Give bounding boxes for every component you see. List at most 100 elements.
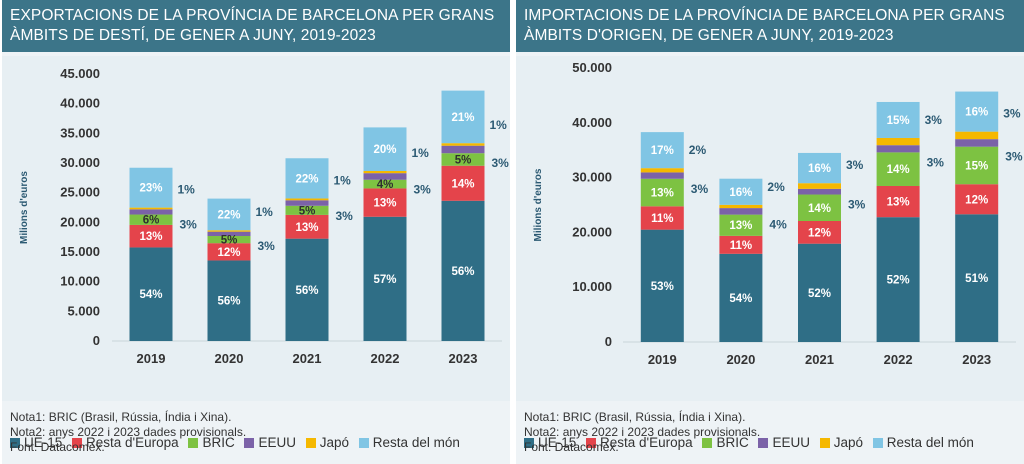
legend-swatch-resta-mon (358, 438, 369, 448)
bar-segment-bric (640, 178, 684, 207)
y-tick-label: 30.000 (60, 155, 100, 170)
x-tick-label: 2021 (293, 351, 322, 366)
data-label: 5% (299, 205, 316, 217)
legend-swatch-japo (819, 438, 830, 448)
bar-segment-ue-15 (441, 200, 485, 341)
exports-notes: Nota1: BRIC (Brasil, Rússia, Índia i Xin… (10, 410, 500, 455)
data-label: 3% (180, 218, 198, 232)
bar-segment-ue-15 (955, 214, 999, 342)
y-axis-label: Milions d'euros (533, 168, 544, 241)
legend-swatch-bric (188, 438, 199, 448)
data-label: 53% (651, 281, 674, 293)
data-label: 6% (143, 215, 160, 227)
imports-notes: Nota1: BRIC (Brasil, Rússia, Índia i Xin… (524, 410, 1014, 455)
data-label: 1% (412, 146, 430, 160)
legend-item: BRIC (188, 435, 235, 450)
y-tick-label: 40.000 (572, 115, 612, 130)
legend-item: Resta d'Europa (586, 435, 693, 450)
bar-segment-resta-d-europa (129, 224, 173, 248)
bar-segment-resta-del-m-n (207, 198, 251, 231)
y-tick-label: 10.000 (572, 279, 612, 294)
data-label: 52% (808, 288, 831, 300)
bar-segment-resta-del-m-n (798, 152, 841, 184)
data-label: 16% (965, 107, 988, 119)
data-label: 13% (887, 197, 910, 209)
exports-plot-area: 45.000 40.000 35.000 30.000 25.000 20.000 15.0… (2, 56, 510, 450)
imports-chart: 50.000 40.000 30.000 20.000 10.000 0 Milions d… (533, 60, 1023, 367)
data-label: 3% (1003, 107, 1021, 121)
data-label: 3% (927, 155, 945, 169)
y-tick-label: 25.000 (60, 185, 100, 200)
source-note: Font: Datacomex. (524, 440, 619, 454)
data-label: 11% (651, 213, 673, 225)
note-2: Nota2: anys 2022 i 2023 dades provisiona… (524, 425, 761, 439)
data-label: 56% (217, 296, 240, 308)
y-tick-label: 30.000 (572, 170, 612, 185)
exports-panel: EXPORTACIONS DE LA PROVÍNCIA DE BARCELON… (2, 0, 510, 464)
bar-segment-resta-d-europa (441, 165, 485, 201)
data-label: 23% (139, 183, 162, 195)
bar-segment-jap (129, 207, 173, 210)
bar-segment-resta-del-m-n (363, 127, 407, 171)
data-label: 3% (492, 156, 510, 170)
legend-item: Japó (305, 435, 349, 450)
bar-segment-ue-15 (207, 260, 251, 341)
y-tick-label: 20.000 (572, 224, 612, 239)
data-label: 3% (336, 209, 354, 223)
legend-label: Resta del món (372, 435, 460, 450)
y-tick-label: 10.000 (60, 274, 100, 289)
y-tick-label: 50.000 (572, 60, 612, 75)
legend-item: UE-15 (524, 435, 576, 450)
bar-segment-bric (876, 152, 920, 186)
note-2: Nota2: anys 2022 i 2023 dades provisiona… (10, 425, 247, 439)
legend-label: UE-15 (24, 435, 63, 450)
exports-chart: 45.000 40.000 35.000 30.000 25.000 20.000 15.0… (19, 66, 510, 366)
legend-item: EEUU (758, 435, 810, 450)
y-tick-label: 0 (605, 334, 612, 349)
data-label: 3% (691, 182, 709, 196)
data-label: 1% (178, 183, 196, 197)
bar-segment-resta-d-europa (955, 184, 999, 215)
legend-label: BRIC (716, 435, 749, 450)
bar-segment-eeuu (129, 209, 173, 215)
bar-segment-bric (363, 179, 407, 189)
bar-segment-jap (876, 137, 920, 146)
legend-label: EEUU (258, 435, 296, 450)
bar-segment-bric (285, 205, 329, 215)
bar-segment-resta-d-europa (719, 235, 763, 254)
x-tick-label: 2022 (371, 351, 400, 366)
data-label: 16% (808, 163, 831, 175)
data-label: 3% (258, 239, 276, 253)
bar-segment-bric (798, 194, 841, 222)
bar-segment-resta-d-europa (640, 206, 684, 230)
legend-swatch-ue15 (10, 438, 20, 448)
data-label: 3% (925, 113, 943, 127)
bar-segment-jap (363, 170, 407, 174)
legend-label: Resta d'Europa (86, 435, 179, 450)
legend-swatch-japo (305, 438, 316, 448)
x-tick-label: 2020 (726, 352, 755, 367)
bar-segment-resta-d-europa (285, 214, 329, 239)
data-label: 1% (334, 173, 352, 187)
bar-segment-eeuu (441, 145, 485, 154)
data-label: 16% (729, 187, 752, 199)
legend-label: BRIC (202, 435, 235, 450)
legend-item: EEUU (244, 435, 296, 450)
x-tick-label: 2019 (648, 352, 677, 367)
legend-label: EEUU (772, 435, 810, 450)
data-label: 4% (377, 179, 394, 191)
legend-swatch-resta-mon (872, 438, 883, 448)
bar-segment-ue-15 (798, 243, 841, 342)
data-label: 52% (887, 275, 910, 287)
legend-item: BRIC (702, 435, 749, 450)
note-1: Nota1: BRIC (Brasil, Rússia, Índia i Xin… (10, 410, 232, 424)
bar-segment-jap (955, 131, 999, 140)
data-label: 4% (769, 218, 787, 232)
y-tick-label: 15.000 (60, 244, 100, 259)
data-label: 57% (373, 274, 396, 286)
y-tick-label: 0 (93, 333, 100, 348)
data-label: 11% (730, 240, 752, 252)
bar-segment-ue-15 (876, 217, 920, 342)
data-label: 5% (221, 235, 238, 247)
data-label: 3% (848, 198, 866, 212)
